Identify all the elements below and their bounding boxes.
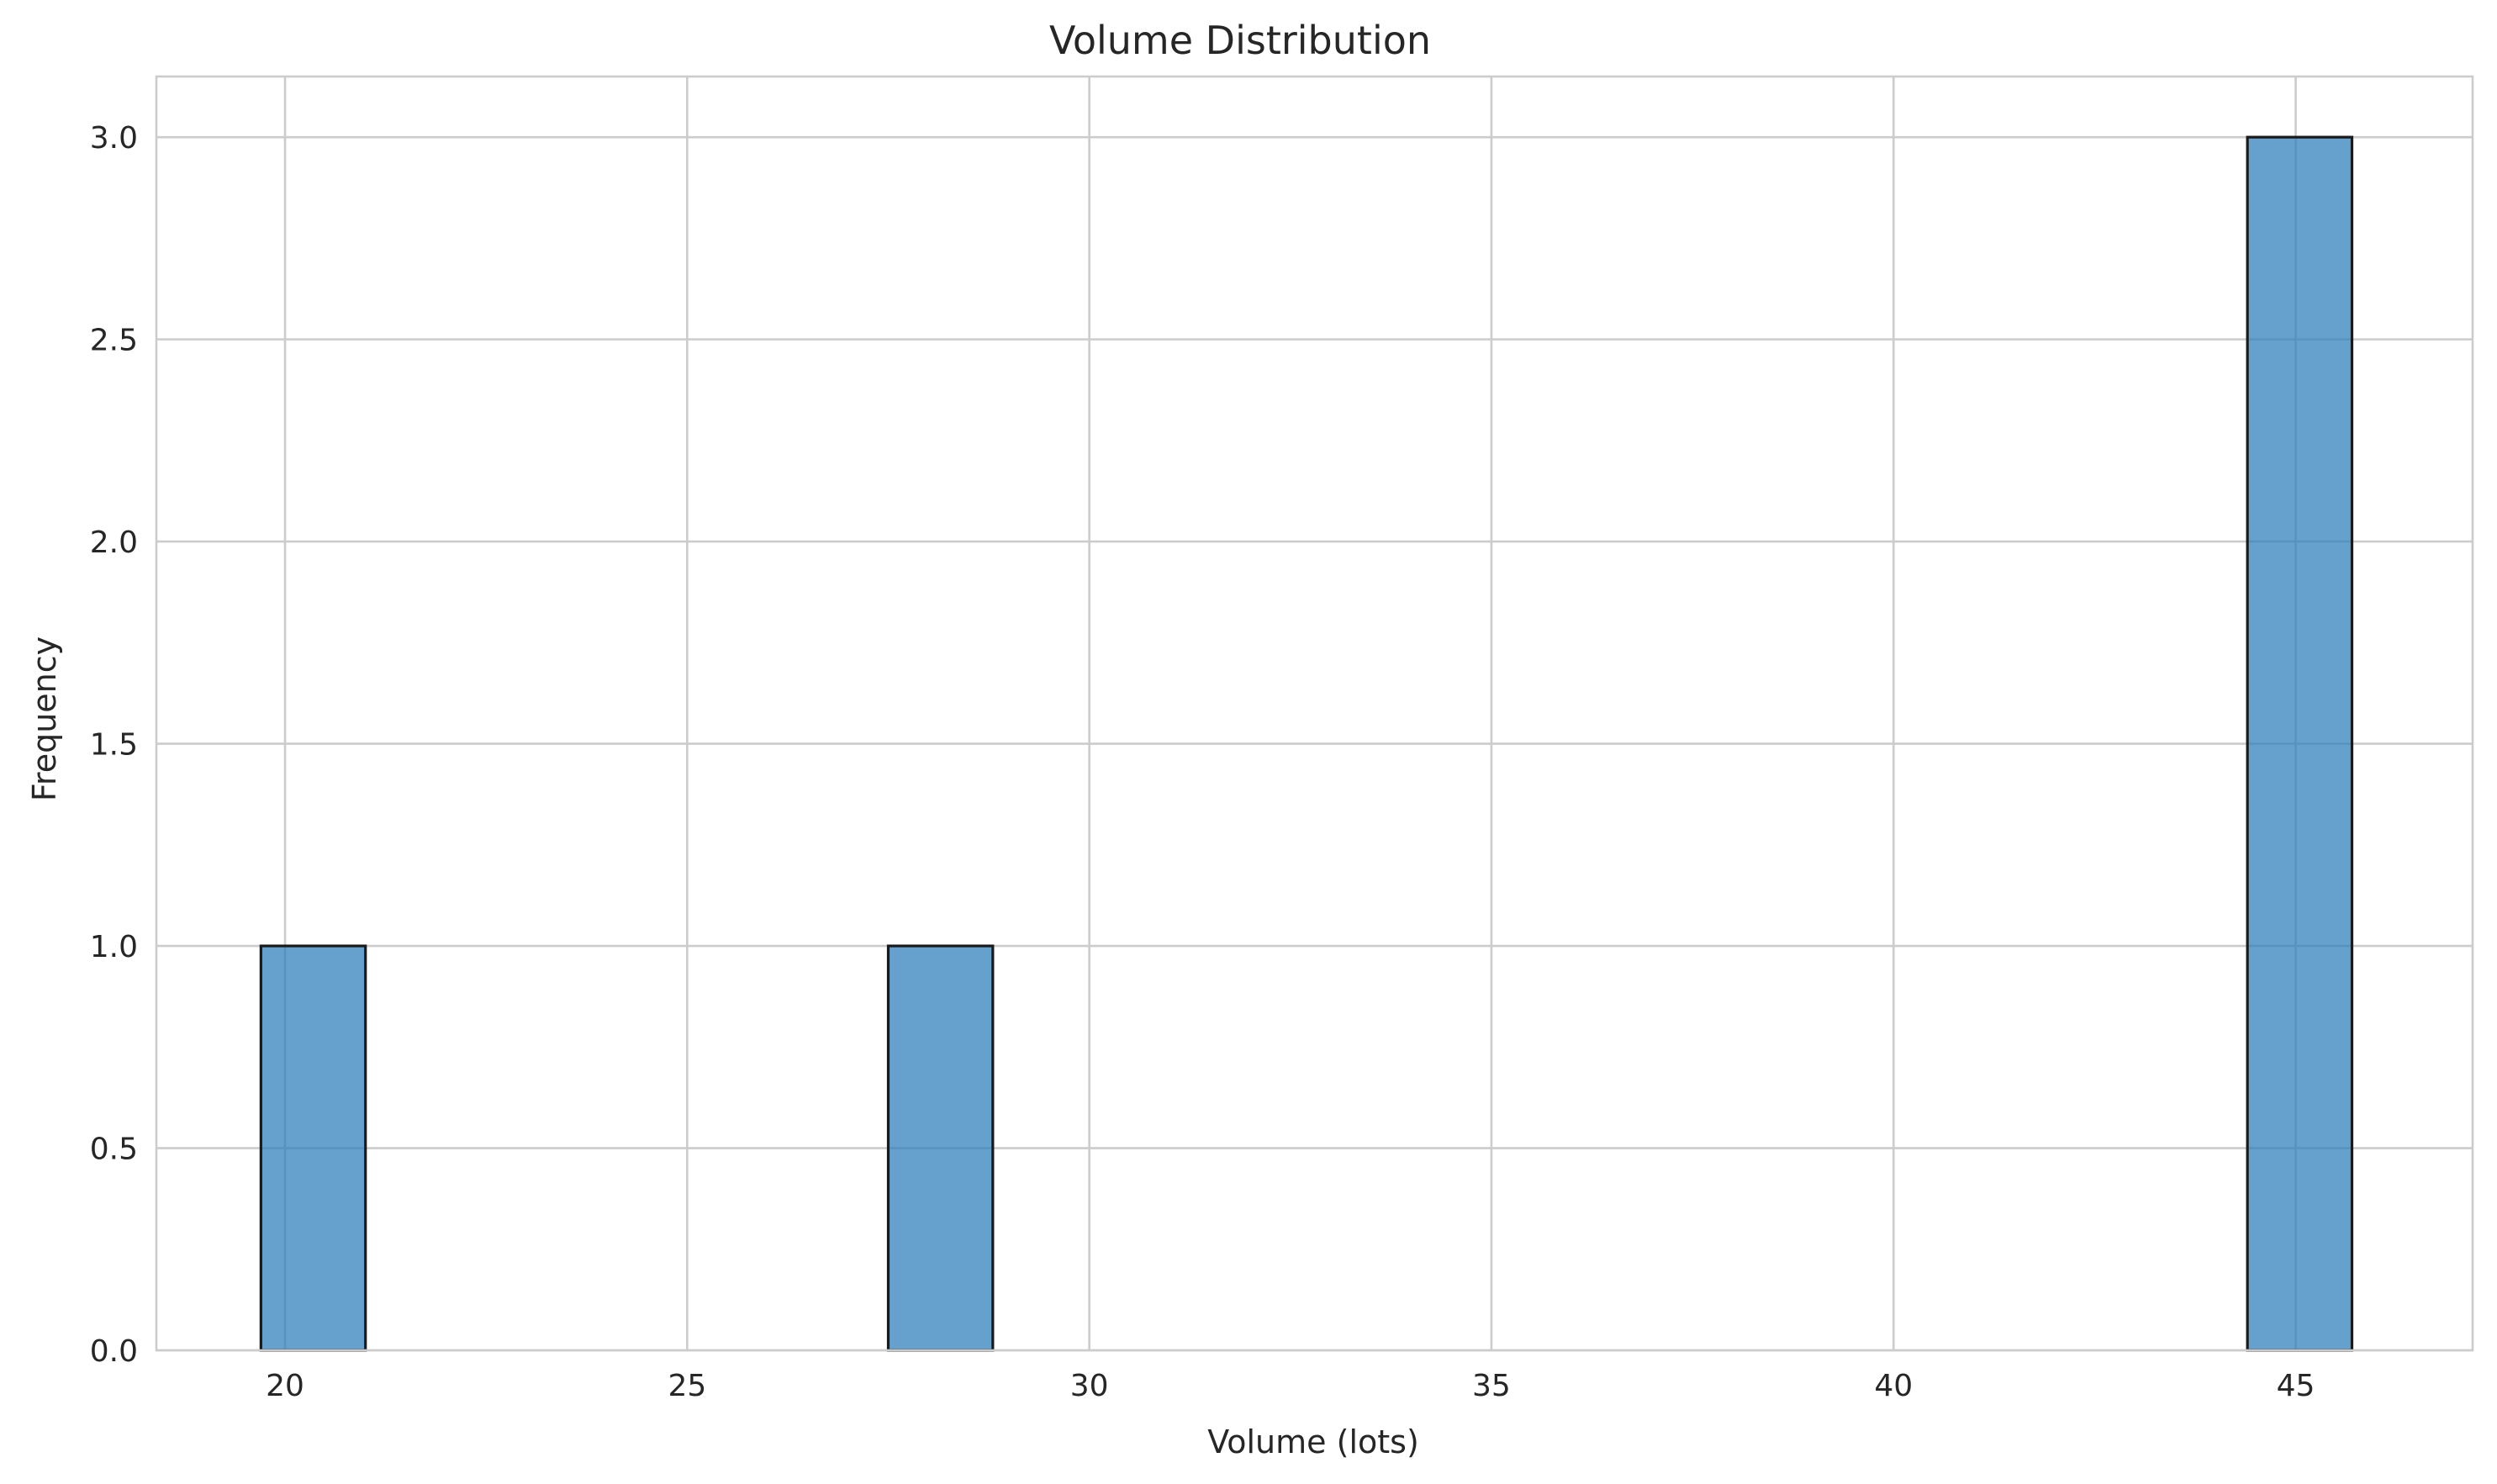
y-tick-label: 1.0 (90, 930, 138, 964)
x-tick-label: 20 (266, 1369, 304, 1403)
y-tick-label: 0.0 (90, 1334, 138, 1369)
y-tick-label: 3.0 (90, 121, 138, 156)
histogram-bar (259, 944, 367, 1352)
plot-frame (155, 75, 2474, 1352)
x-tick-label: 35 (1472, 1369, 1511, 1403)
histogram-bars (259, 135, 2354, 1352)
y-tick-label: 2.5 (90, 324, 138, 358)
x-tick-label: 40 (1874, 1369, 1913, 1403)
y-tick-label: 1.5 (90, 728, 138, 763)
histogram-bar (886, 944, 995, 1352)
x-tick-label: 30 (1070, 1369, 1109, 1403)
x-tick-labels: 20 25 30 35 40 45 (266, 1369, 2315, 1403)
histogram-bar (2246, 135, 2354, 1352)
x-tick-label: 25 (668, 1369, 706, 1403)
axes-frame (155, 75, 2474, 1352)
y-axis-title: Frequency (26, 636, 63, 801)
y-tick-labels: 0.0 0.5 1.0 1.5 2.0 2.5 3.0 (90, 121, 138, 1369)
x-tick-label: 45 (2277, 1369, 2315, 1403)
grid-lines (156, 77, 2473, 1352)
chart-title: Volume Distribution (1049, 18, 1431, 63)
y-tick-label: 0.5 (90, 1133, 138, 1167)
x-axis-title: Volume (lots) (1207, 1423, 1419, 1460)
y-tick-label: 2.0 (90, 525, 138, 560)
